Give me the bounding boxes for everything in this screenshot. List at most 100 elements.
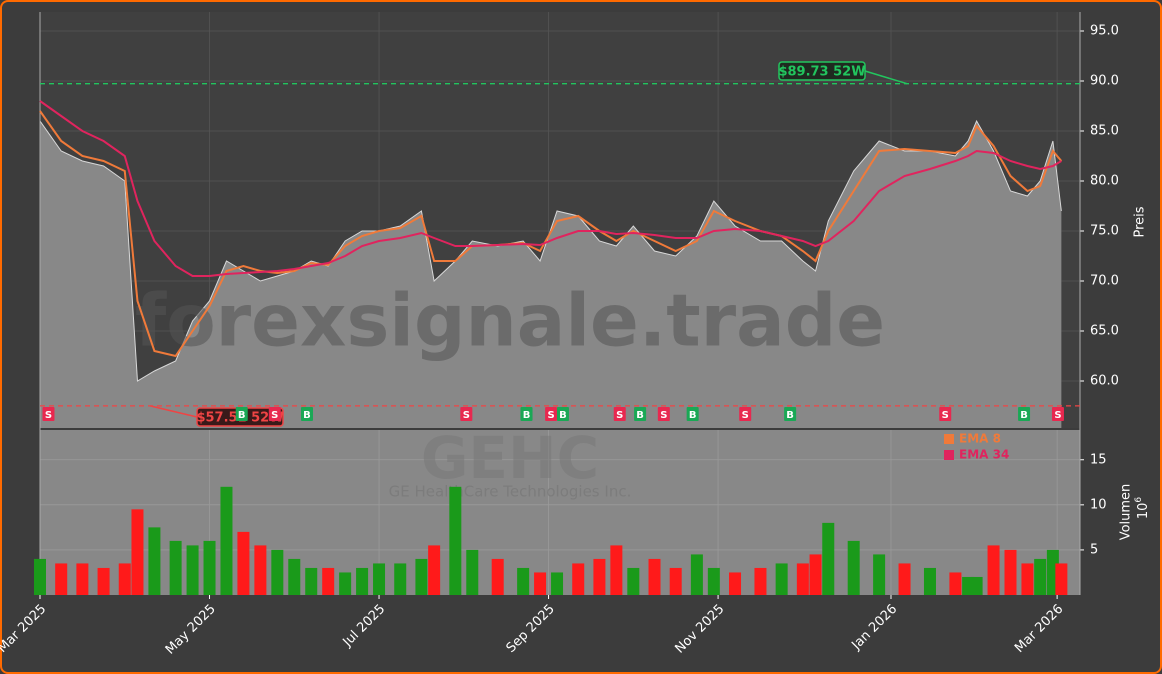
- volume-bar: [254, 545, 267, 595]
- volume-bar: [76, 563, 89, 595]
- signal-box: [613, 407, 626, 421]
- volume-bar: [1004, 549, 1017, 595]
- symbol-watermark: GEHC: [421, 424, 599, 492]
- signal-label: S: [45, 410, 52, 421]
- high-label: $89.73 52W: [778, 65, 865, 80]
- volume-bar: [55, 563, 68, 595]
- volume-bar: [970, 576, 983, 595]
- signal-label: B: [238, 410, 246, 421]
- x-tick-label: Mar 2026: [1012, 602, 1066, 656]
- volume-bar: [305, 567, 318, 595]
- x-tick-label: Nov 2025: [673, 602, 728, 657]
- y2-axis-label: Volumen: [1119, 484, 1134, 541]
- volume-bar: [898, 563, 911, 595]
- signal-label: S: [463, 410, 470, 421]
- volume-bar: [987, 545, 1000, 595]
- volume-bar: [131, 509, 144, 595]
- volume-bar: [186, 545, 199, 595]
- y-tick-label: 95.0: [1090, 24, 1119, 39]
- ema-line: [39, 100, 1062, 277]
- volume-bar: [551, 572, 564, 595]
- signal-label: S: [1054, 410, 1061, 421]
- y-tick-label: 70.0: [1090, 274, 1119, 289]
- volume-bar: [97, 567, 110, 595]
- volume-bar: [648, 558, 661, 595]
- volume-bar: [203, 540, 216, 595]
- signal-box: [1018, 407, 1031, 421]
- volume-bar: [428, 545, 441, 595]
- legend-label: EMA 8: [959, 432, 1001, 446]
- signal-label: S: [660, 410, 667, 421]
- y2-tick-label: 15: [1090, 452, 1107, 467]
- volume-bar: [707, 567, 720, 595]
- signal-box: [545, 407, 558, 421]
- x-tick-label: Mar 2025: [0, 602, 49, 656]
- volume-bar: [415, 558, 428, 595]
- watermark: forexsignale.trade: [135, 279, 885, 363]
- signal-box: [784, 407, 797, 421]
- signal-label: S: [547, 410, 554, 421]
- volume-bar: [923, 567, 936, 595]
- signal-label: B: [559, 410, 567, 421]
- x-tick-label: May 2025: [163, 602, 219, 658]
- volume-bar: [237, 531, 250, 595]
- signal-box: [634, 407, 647, 421]
- signal-label: B: [303, 410, 311, 421]
- volume-bar: [822, 522, 835, 595]
- volume-bar: [339, 572, 352, 595]
- y2-unit-exp: 6: [1134, 497, 1144, 503]
- low-arrow: [150, 405, 198, 418]
- y-tick-label: 75.0: [1090, 224, 1119, 239]
- volume-bar: [754, 567, 767, 595]
- signal-box: [739, 407, 752, 421]
- high-box: [778, 61, 866, 81]
- volume-bar: [491, 558, 504, 595]
- signal-box: [939, 407, 952, 421]
- signal-label: S: [616, 410, 623, 421]
- signal-label: S: [271, 410, 278, 421]
- volume-bar: [873, 554, 886, 595]
- y2-unit-base: 10: [1136, 503, 1151, 520]
- signal-box: [300, 407, 313, 421]
- x-tick-label: Jul 2025: [340, 602, 389, 651]
- legend-label: EMA 34: [959, 448, 1009, 462]
- volume-bar: [118, 563, 131, 595]
- volume-bar: [356, 567, 369, 595]
- y-tick-label: 60.0: [1090, 374, 1119, 389]
- ema-line: [39, 110, 1063, 358]
- signal-box: [268, 407, 281, 421]
- signal-box: [520, 407, 533, 421]
- y-tick-label: 80.0: [1090, 174, 1119, 189]
- volume-bar: [373, 563, 386, 595]
- x-tick-label: Jan 2026: [848, 602, 900, 654]
- volume-bar: [1021, 563, 1034, 595]
- volume-bar: [796, 563, 809, 595]
- volume-bar: [627, 567, 640, 595]
- legend-swatch: [944, 434, 954, 444]
- signal-label: S: [942, 410, 949, 421]
- signal-label: B: [636, 410, 644, 421]
- signal-box: [42, 407, 55, 421]
- y-axis-label: Preis: [1133, 206, 1148, 237]
- x-tick-label: Sep 2025: [504, 602, 558, 656]
- price-area: [40, 121, 1062, 428]
- signal-box: [686, 407, 699, 421]
- volume-bar: [690, 554, 703, 595]
- volume-bar: [847, 540, 860, 595]
- volume-bar: [449, 486, 462, 595]
- volume-bar: [148, 527, 161, 595]
- signal-label: B: [786, 410, 794, 421]
- y2-tick-label: 10: [1090, 497, 1107, 512]
- signal-box: [235, 407, 248, 421]
- volume-bar: [572, 563, 585, 595]
- volume-bar: [288, 558, 301, 595]
- volume-bar: [949, 572, 962, 595]
- volume-bar: [517, 567, 530, 595]
- company-watermark: GE HealthCare Technologies Inc.: [389, 483, 632, 501]
- volume-bar: [394, 563, 407, 595]
- volume-bar: [220, 486, 233, 595]
- volume-bar: [775, 563, 788, 595]
- volume-bar: [1034, 558, 1047, 595]
